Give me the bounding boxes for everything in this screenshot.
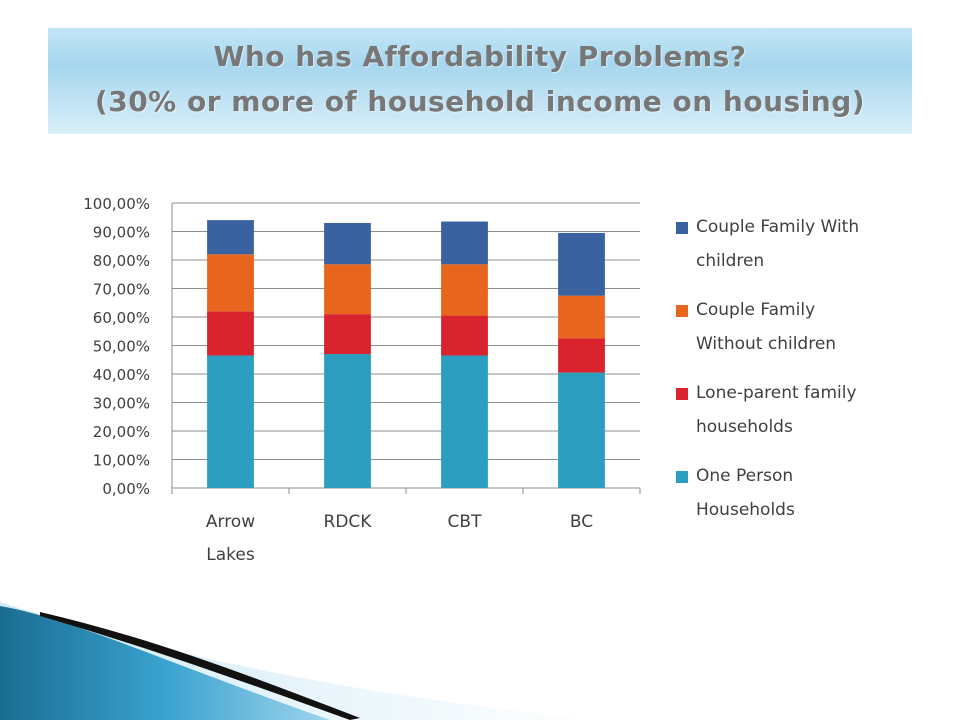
legend-label-line: Couple Family <box>696 300 816 320</box>
bar-segment <box>324 314 371 355</box>
y-tick-label: 60,00% <box>93 309 150 327</box>
chart-legend: Couple Family With children Couple Famil… <box>676 210 926 542</box>
bar-segment <box>441 355 488 488</box>
bar-segment <box>324 222 371 265</box>
y-tick-label: 20,00% <box>93 423 150 441</box>
legend-label-line: households <box>696 417 793 437</box>
legend-label-line: One Person <box>696 466 794 486</box>
legend-label-line: Without children <box>696 334 837 354</box>
y-tick-label: 100,00% <box>83 195 150 213</box>
bar-segment <box>441 221 488 265</box>
title-banner: Who has Affordability Problems? (30% or … <box>48 28 912 134</box>
bar-segment <box>207 254 254 312</box>
legend-swatch <box>676 222 688 234</box>
y-tick-label: 90,00% <box>93 224 150 242</box>
bar-segment <box>558 295 605 339</box>
bar-segment <box>324 354 371 488</box>
x-tick-label: Arrow <box>206 512 255 532</box>
bar-segment <box>558 232 605 296</box>
legend-swatch <box>676 388 688 400</box>
bar-segment <box>441 264 488 316</box>
y-tick-label: 50,00% <box>93 338 150 356</box>
bar-segment <box>558 338 605 373</box>
slide-subtitle: (30% or more of household income on hous… <box>94 85 866 118</box>
x-tick-label: RDCK <box>324 512 373 532</box>
y-tick-label: 0,00% <box>102 480 150 498</box>
slide-title: Who has Affordability Problems? <box>213 40 747 73</box>
legend-item-couple-without-children: Couple Family Without children <box>676 293 926 361</box>
wave-decoration <box>40 612 360 720</box>
legend-item-couple-with-children: Couple Family With children <box>676 210 926 278</box>
x-tick-label: Lakes <box>206 545 255 565</box>
x-tick-label: CBT <box>448 512 483 532</box>
bar-segment <box>558 372 605 488</box>
bar-segment <box>207 311 254 356</box>
x-tick-label: BC <box>570 512 593 532</box>
legend-label-line: Lone-parent family <box>696 383 857 403</box>
y-tick-label: 10,00% <box>93 452 150 470</box>
bar-segment <box>324 264 371 315</box>
wave-decoration <box>0 606 330 720</box>
y-tick-label: 40,00% <box>93 366 150 384</box>
bar-segment <box>441 315 488 356</box>
y-tick-label: 70,00% <box>93 281 150 299</box>
legend-swatch <box>676 471 688 483</box>
bar-segment <box>207 355 254 488</box>
legend-label-line: children <box>696 251 765 271</box>
bar-segment <box>207 220 254 255</box>
legend-swatch <box>676 305 688 317</box>
legend-item-one-person: One Person Households <box>676 459 926 527</box>
legend-label-line: Couple Family With <box>696 217 860 237</box>
legend-label-line: Households <box>696 500 795 520</box>
y-tick-label: 80,00% <box>93 252 150 270</box>
y-tick-label: 30,00% <box>93 395 150 413</box>
legend-item-lone-parent: Lone-parent family households <box>676 376 926 444</box>
